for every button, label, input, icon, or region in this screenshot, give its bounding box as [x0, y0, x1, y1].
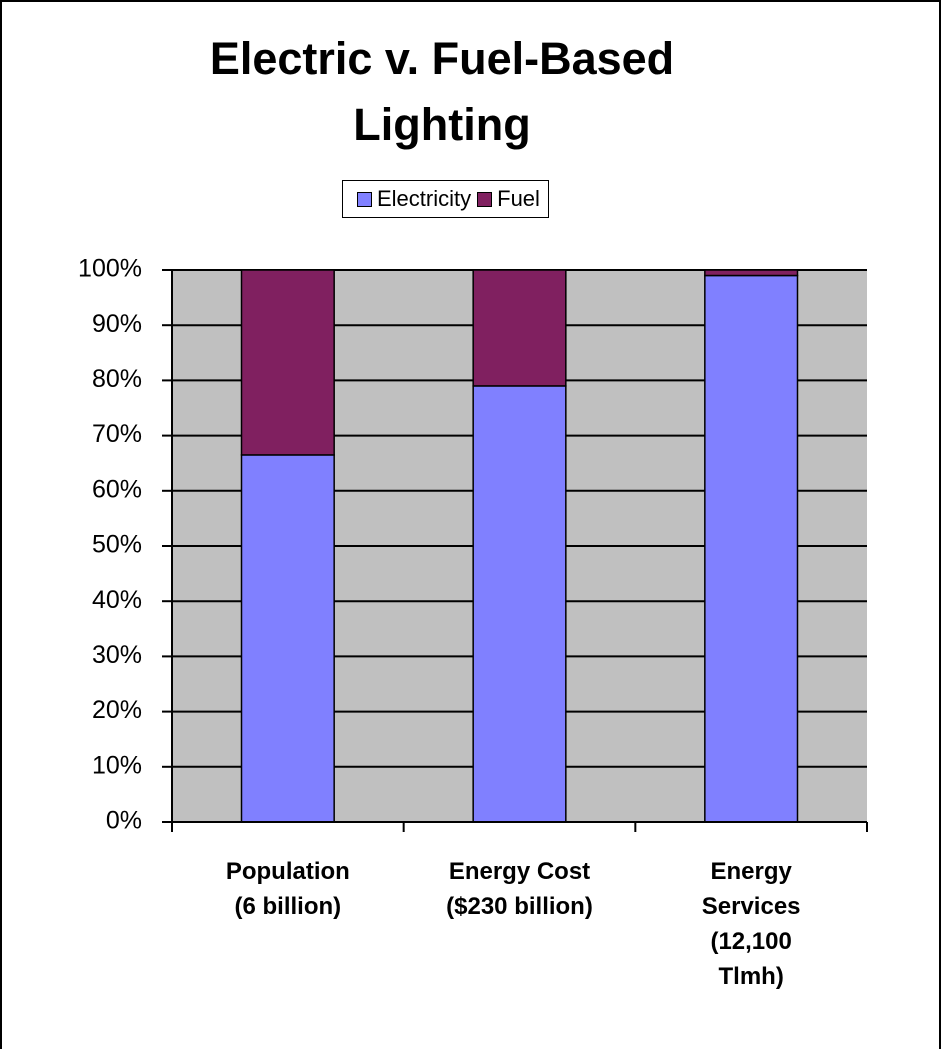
x-tick-label: Energy Cost ($230 billion)	[446, 858, 593, 920]
y-tick-label: 0%	[106, 807, 142, 835]
y-tick-label: 80%	[92, 365, 142, 393]
y-tick-label: 20%	[92, 696, 142, 724]
y-tick-label: 70%	[92, 420, 142, 448]
legend-swatch	[357, 191, 372, 207]
x-tick-label: Energy Services (12,100 Tlmh)	[701, 858, 801, 990]
y-tick-label: 100%	[78, 255, 142, 283]
y-tick-label: 90%	[92, 310, 142, 338]
y-tick-label: 60%	[92, 475, 142, 503]
x-tick-label: Population (6 billion)	[225, 858, 350, 920]
bar	[472, 385, 567, 823]
bar	[240, 454, 335, 823]
bar	[704, 274, 799, 823]
y-tick-label: 30%	[92, 641, 142, 669]
legend-swatch	[477, 191, 493, 207]
legend-label: Fuel	[497, 186, 540, 211]
chart-title: Electric v. Fuel-Based Lighting	[209, 33, 675, 150]
y-tick-label: 50%	[92, 531, 142, 559]
bar	[472, 269, 567, 387]
bar	[704, 269, 799, 277]
y-tick-label: 40%	[92, 586, 142, 614]
legend: Electricity Fuel	[342, 180, 549, 218]
bar	[240, 269, 335, 456]
y-tick-label: 10%	[92, 751, 142, 779]
legend-label: Electricity	[377, 186, 472, 211]
